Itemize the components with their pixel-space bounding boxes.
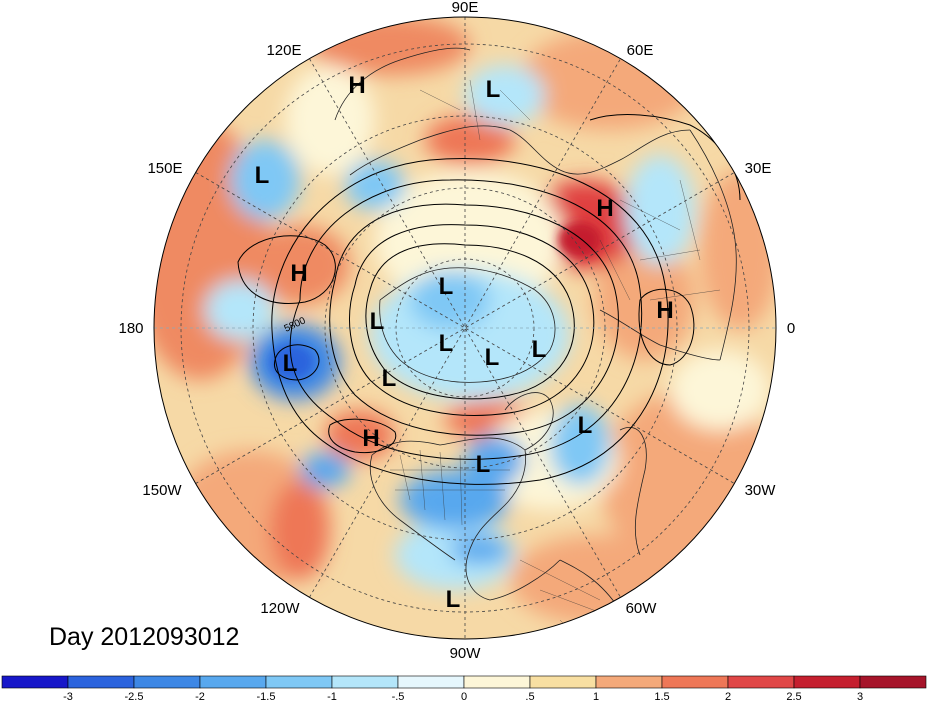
colorbar-tick-label: 1.5 xyxy=(654,691,669,702)
colorbar-swatch xyxy=(727,675,795,689)
colorbar-swatch xyxy=(397,675,465,689)
low-center: L xyxy=(255,162,270,189)
low-center: L xyxy=(446,586,461,613)
height-contours xyxy=(237,114,741,485)
longitude-labels: 90E 120E 60E 150E 30E 180 0 150W 30W 120… xyxy=(118,0,795,662)
lon-label-90e: 90E xyxy=(452,0,479,16)
colorbar-tick-label: 2.5 xyxy=(786,691,801,702)
lon-label-30e: 30E xyxy=(745,160,772,177)
low-center: L xyxy=(486,76,501,103)
lon-label-60w: 60W xyxy=(626,600,658,617)
lon-label-150e: 150E xyxy=(147,160,182,177)
colorbar-tick-label: 2 xyxy=(725,691,731,702)
low-center: L xyxy=(476,451,491,478)
lon-label-0: 0 xyxy=(787,320,795,337)
warm-area xyxy=(510,535,690,625)
lon-label-120e: 120E xyxy=(266,42,301,59)
map-boundary xyxy=(153,16,777,640)
lon-label-120w: 120W xyxy=(260,600,300,617)
lon-label-60e: 60E xyxy=(627,42,654,59)
pressure-centers: H L L H H L L H L L L L L H L L L xyxy=(255,72,674,613)
lon-label-180: 180 xyxy=(118,320,143,337)
colorbar-tick-label: 1 xyxy=(593,691,599,702)
colorbar-tick-label: -1 xyxy=(327,691,337,702)
colorbar-tick-label: -3 xyxy=(63,691,73,702)
low-center: L xyxy=(439,330,454,357)
colorbar-swatch xyxy=(595,675,663,689)
colorbar-tick-label: -2.5 xyxy=(125,691,144,702)
colorbar: -3 -2.5 -2 -1.5 -1 -.5 0 .5 1 1.5 2 2.5 3 xyxy=(1,675,927,702)
lon-label-150w: 150W xyxy=(142,482,182,499)
high-center: H xyxy=(348,72,365,99)
low-center: L xyxy=(532,336,547,363)
colorbar-swatch xyxy=(463,675,531,689)
coastlines xyxy=(334,47,737,639)
colorbar-swatch xyxy=(661,675,729,689)
neutral-area xyxy=(285,65,375,175)
high-center: H xyxy=(362,425,379,452)
colorbar-swatch xyxy=(265,675,333,689)
low-center: L xyxy=(578,412,593,439)
colorbar-tick-label: -1.5 xyxy=(257,691,276,702)
low-center: L xyxy=(283,350,298,377)
low-center: L xyxy=(382,365,397,392)
cool-area xyxy=(550,405,610,485)
colorbar-tick-label: -.5 xyxy=(392,691,405,702)
cool-area xyxy=(345,160,405,210)
lon-label-30w: 30W xyxy=(745,482,777,499)
cool-area xyxy=(230,140,300,220)
graticule xyxy=(154,17,776,639)
colorbar-swatch xyxy=(529,675,597,689)
meridian xyxy=(195,172,735,484)
low-center: L xyxy=(439,273,454,300)
cool-area xyxy=(625,155,695,265)
colorbar-swatch xyxy=(67,675,135,689)
colorbar-swatch xyxy=(199,675,267,689)
low-center: L xyxy=(485,344,500,371)
lon-label-90w: 90W xyxy=(450,645,482,662)
colorbar-tick-label: 0 xyxy=(461,691,467,702)
warm-area xyxy=(520,30,700,130)
warm-area xyxy=(595,240,695,360)
high-center: H xyxy=(656,297,673,324)
high-center: H xyxy=(596,195,613,222)
colorbar-swatch xyxy=(331,675,399,689)
meridian xyxy=(309,58,621,598)
cold-core xyxy=(465,435,525,485)
colorbar-swatch xyxy=(133,675,201,689)
colorbar-tick-label: 3 xyxy=(857,691,863,702)
warm-area xyxy=(425,115,515,165)
cold-core xyxy=(300,452,350,488)
day-title: Day 2012093012 xyxy=(49,623,239,651)
colorbar-swatch xyxy=(793,675,861,689)
cold-core xyxy=(410,270,490,330)
meridian xyxy=(195,172,735,484)
colorbar-swatch xyxy=(1,675,69,689)
colorbar-tick-label: -2 xyxy=(195,691,205,702)
anomaly-field xyxy=(154,17,776,639)
hot-core xyxy=(270,480,330,580)
meridian xyxy=(309,58,621,598)
low-center: L xyxy=(370,308,385,335)
high-center: H xyxy=(290,260,307,287)
cool-area xyxy=(205,280,275,340)
colorbar-swatch xyxy=(859,675,927,689)
colorbar-tick-label: .5 xyxy=(525,691,534,702)
neutral-area xyxy=(670,350,770,430)
